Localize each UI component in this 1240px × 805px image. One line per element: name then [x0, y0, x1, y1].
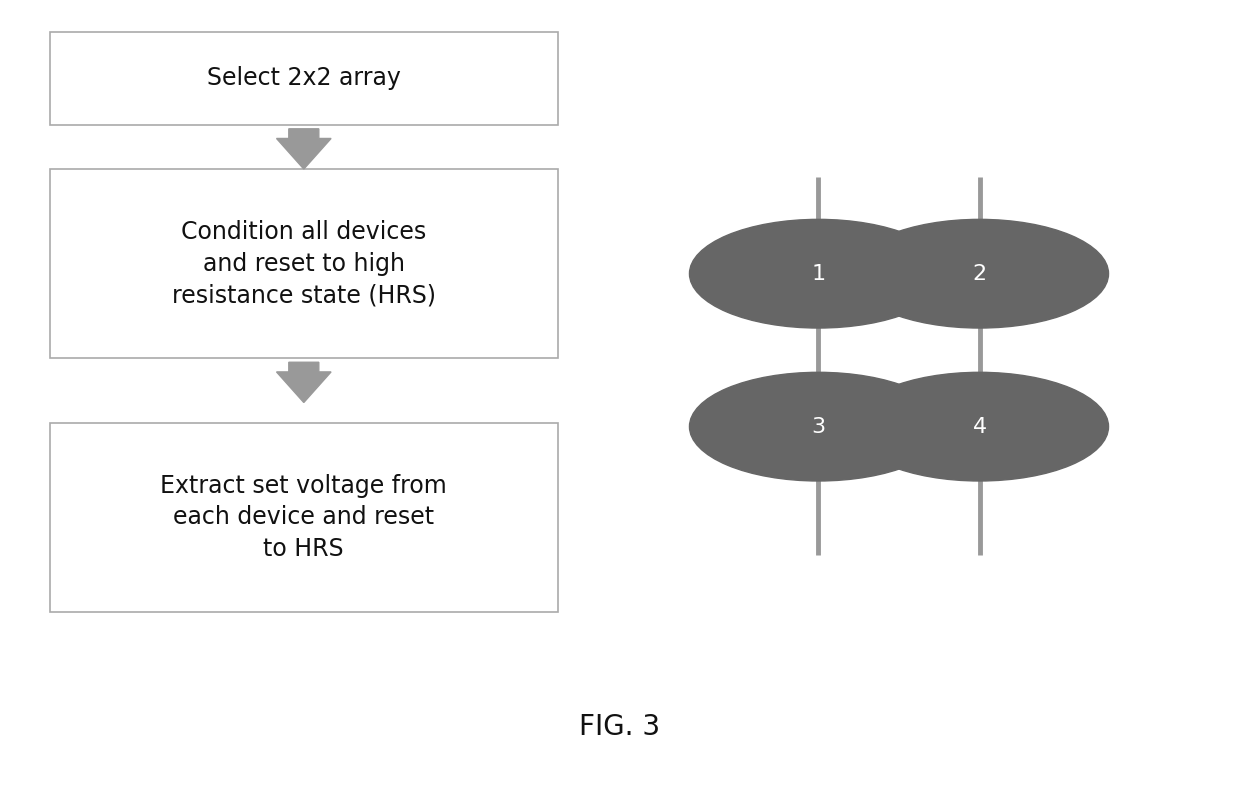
Text: 1: 1: [811, 264, 826, 283]
Text: Extract set voltage from
each device and reset
to HRS: Extract set voltage from each device and…: [160, 473, 448, 561]
Ellipse shape: [851, 372, 1109, 481]
FancyBboxPatch shape: [50, 423, 558, 612]
Text: FIG. 3: FIG. 3: [579, 712, 661, 741]
Ellipse shape: [689, 220, 947, 328]
Text: 3: 3: [811, 417, 826, 436]
FancyBboxPatch shape: [50, 32, 558, 125]
Polygon shape: [277, 129, 331, 169]
Text: Condition all devices
and reset to high
resistance state (HRS): Condition all devices and reset to high …: [172, 220, 435, 308]
Ellipse shape: [689, 372, 947, 481]
Text: 2: 2: [972, 264, 987, 283]
Text: Select 2x2 array: Select 2x2 array: [207, 67, 401, 90]
Polygon shape: [277, 362, 331, 402]
Text: 4: 4: [972, 417, 987, 436]
Ellipse shape: [851, 220, 1109, 328]
FancyBboxPatch shape: [50, 169, 558, 358]
